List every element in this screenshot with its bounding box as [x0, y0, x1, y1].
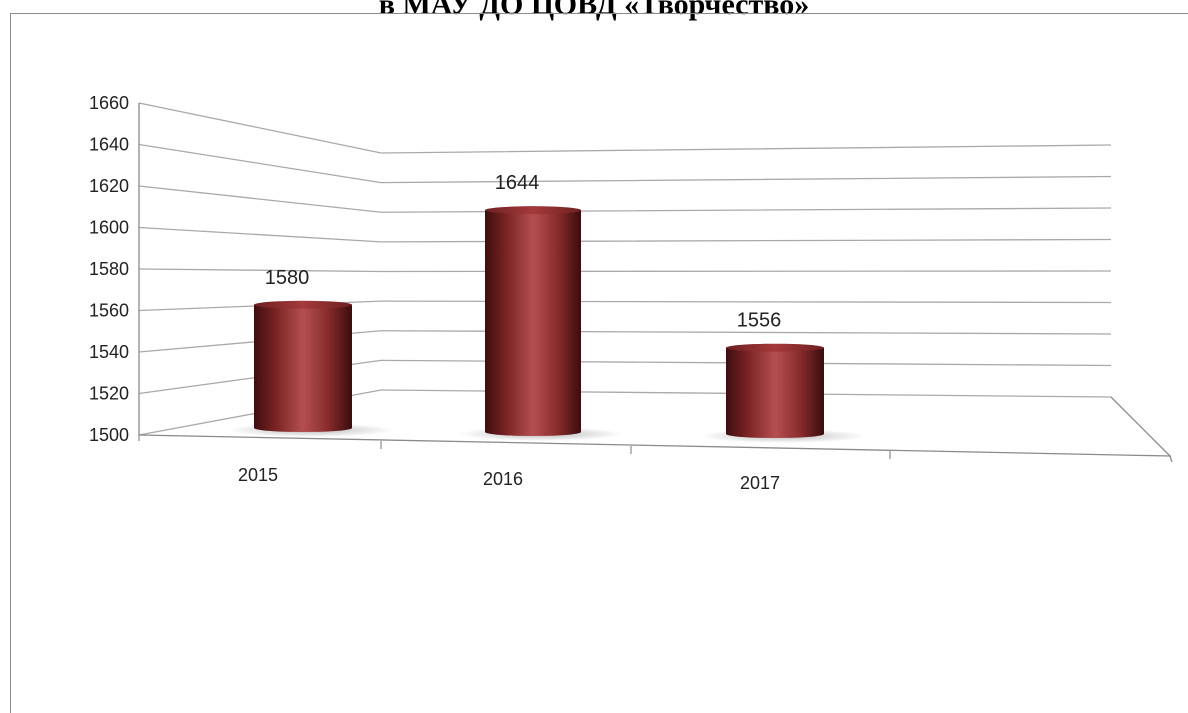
- chart-plot: 1500 1520 1540 1560 1580 1600 1620 1640 1660 1580…: [89, 93, 1173, 493]
- y-tick-label: 1520: [89, 384, 129, 404]
- gridline: [138, 300, 1112, 312]
- y-tick-label: 1500: [89, 425, 129, 445]
- gridline: [138, 102, 1112, 154]
- chart-frame: [10, 13, 1188, 713]
- bar-cap: [485, 206, 581, 215]
- bar-cap: [726, 343, 824, 352]
- y-tick-label: 1560: [89, 301, 129, 321]
- bar: [485, 210, 581, 436]
- y-tick-label: 1600: [89, 218, 129, 238]
- floor-corner-tick: [1169, 455, 1173, 463]
- gridline: [138, 143, 1112, 184]
- data-label: 1556: [737, 310, 782, 332]
- x-tick-label: 2015: [238, 465, 278, 485]
- x-tick-label: 2016: [483, 469, 523, 489]
- gridline: [138, 185, 1112, 213]
- y-tick-label: 1620: [89, 176, 129, 196]
- data-label: 1580: [265, 267, 310, 289]
- chart-title: в МАУ ДО ЦОВД «Творчество»: [378, 0, 810, 21]
- y-tick-label: 1580: [89, 259, 129, 279]
- gridline: [138, 359, 1112, 395]
- y-tick-label: 1640: [89, 135, 129, 155]
- gridline: [138, 330, 1112, 353]
- gridline: [138, 226, 1112, 243]
- gridline: [138, 389, 1112, 436]
- y-tick-label: 1660: [89, 93, 129, 113]
- y-tick-label: 1540: [89, 342, 129, 362]
- data-label: 1644: [495, 172, 540, 194]
- bar: [726, 347, 824, 438]
- bar: [254, 304, 352, 432]
- bar-cap: [254, 300, 352, 309]
- x-tick-label: 2017: [740, 473, 780, 493]
- gridline: [138, 268, 1112, 273]
